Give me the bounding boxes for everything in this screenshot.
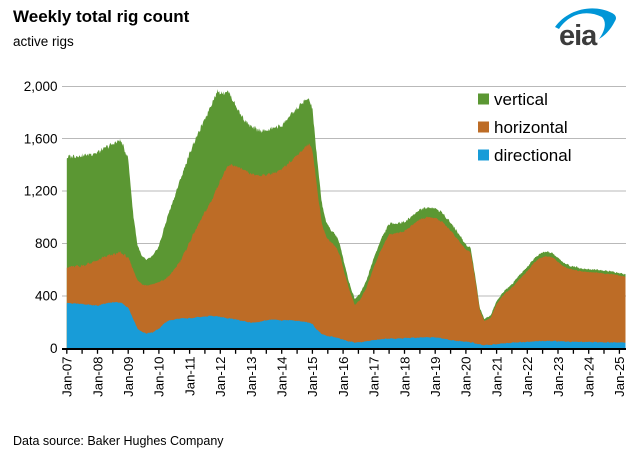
legend-label-horizontal: horizontal xyxy=(494,118,568,137)
x-tick-label: Jan-09 xyxy=(121,357,136,397)
x-tick-label: Jan-16 xyxy=(336,357,351,397)
eia-logo-swoosh-icon xyxy=(555,8,616,39)
x-tick-label: Jan-22 xyxy=(520,357,535,397)
x-tick-label: Jan-21 xyxy=(489,357,504,397)
x-tick-label: Jan-12 xyxy=(213,357,228,397)
area-directional xyxy=(66,302,626,349)
eia-logo: eia xyxy=(555,8,616,51)
y-tick-label: 800 xyxy=(35,236,58,251)
x-tick-label: Jan-07 xyxy=(60,357,75,397)
x-tick-label: Jan-19 xyxy=(428,357,443,397)
x-tick-label: Jan-24 xyxy=(582,357,597,397)
y-tick-label: 1,200 xyxy=(24,184,58,199)
x-tick-label: Jan-17 xyxy=(367,357,382,397)
x-tick-label: Jan-20 xyxy=(459,357,474,397)
x-tick-label: Jan-13 xyxy=(244,357,259,397)
data-source-note: Data source: Baker Hughes Company xyxy=(13,434,224,448)
legend-swatch-horizontal xyxy=(478,121,489,133)
x-tick-label: Jan-14 xyxy=(275,357,290,397)
x-tick-label: Jan-18 xyxy=(397,357,412,397)
x-tick-label: Jan-10 xyxy=(152,357,167,397)
x-tick-label: Jan-15 xyxy=(305,357,320,397)
chart-subtitle: active rigs xyxy=(13,34,74,49)
y-tick-label: 1,600 xyxy=(24,131,58,146)
legend-label-directional: directional xyxy=(494,146,572,165)
x-tick-label: Jan-25 xyxy=(612,357,626,397)
x-tick-label: Jan-08 xyxy=(90,357,105,397)
y-tick-label: 0 xyxy=(50,341,58,356)
y-tick-label: 2,000 xyxy=(24,79,58,94)
x-tick-label: Jan-11 xyxy=(182,357,197,396)
legend-label-vertical: vertical xyxy=(494,90,548,109)
legend-swatch-vertical xyxy=(478,93,489,105)
page-title: Weekly total rig count xyxy=(13,7,190,26)
eia-logo-text: eia xyxy=(559,20,598,51)
legend-swatch-directional xyxy=(478,149,489,161)
area-horizontal xyxy=(66,143,626,349)
y-tick-label: 400 xyxy=(35,289,58,304)
x-tick-label: Jan-23 xyxy=(551,357,566,397)
